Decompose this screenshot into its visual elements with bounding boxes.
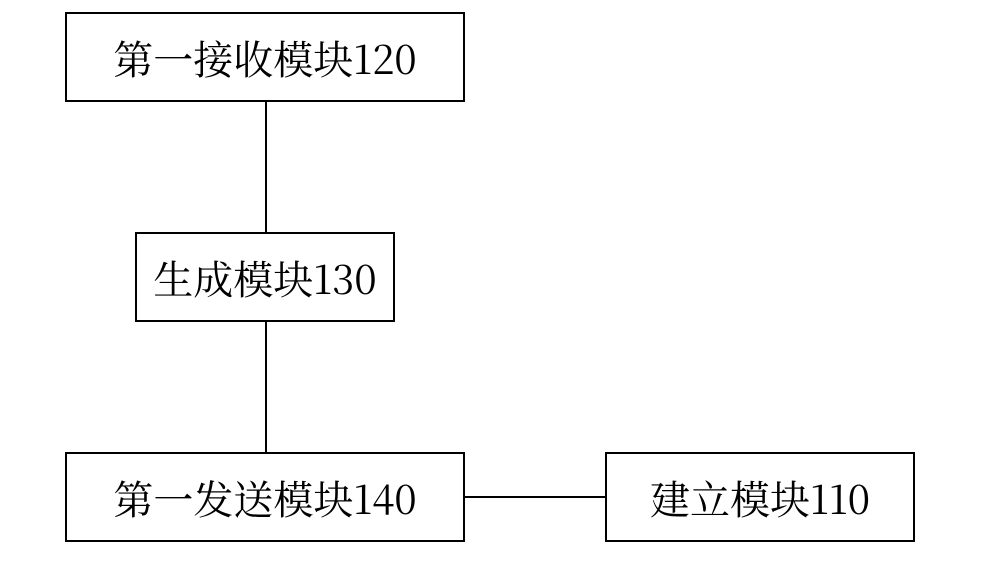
diagram-container: 第一接收模块120 生成模块130 第一发送模块140 建立模块110 (65, 12, 935, 552)
node-label: 第一发送模块140 (113, 469, 416, 526)
node-label: 第一接收模块120 (113, 29, 416, 86)
edge-120-130 (265, 102, 267, 232)
edge-140-110 (465, 496, 605, 498)
edge-130-140 (265, 322, 267, 452)
node-build-module: 建立模块110 (605, 452, 915, 542)
node-first-receive-module: 第一接收模块120 (65, 12, 465, 102)
node-label: 生成模块130 (153, 249, 376, 306)
node-label: 建立模块110 (650, 469, 870, 526)
node-generate-module: 生成模块130 (135, 232, 395, 322)
node-first-send-module: 第一发送模块140 (65, 452, 465, 542)
